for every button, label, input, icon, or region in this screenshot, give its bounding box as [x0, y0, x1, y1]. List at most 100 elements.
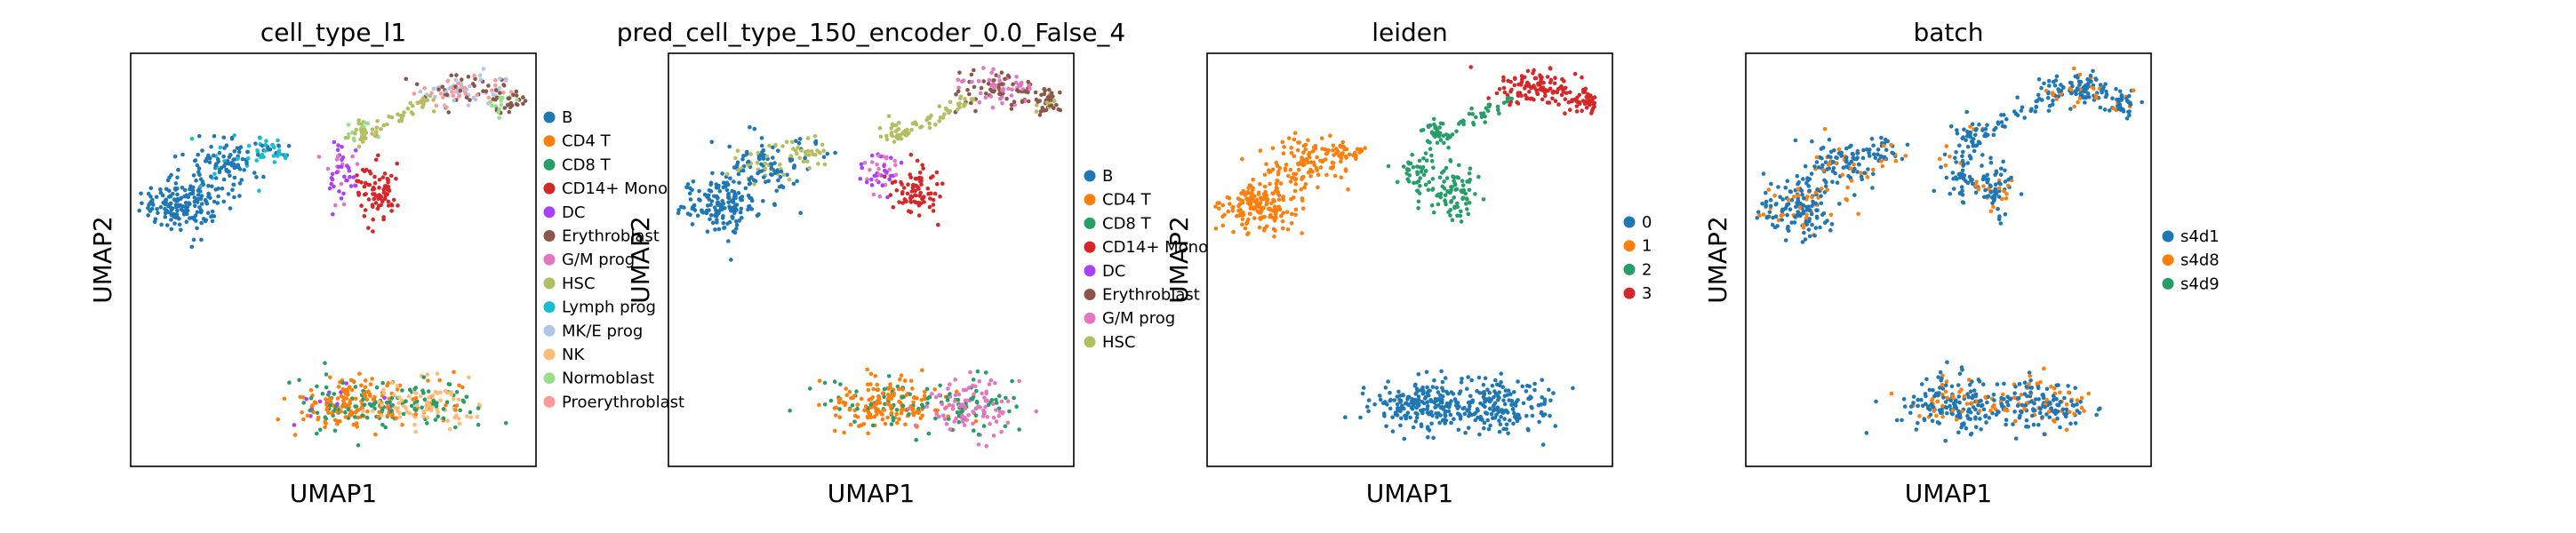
- umap-point: [1988, 409, 1993, 413]
- umap-point: [2066, 384, 2070, 388]
- umap-point: [1559, 86, 1564, 91]
- legend-marker: [1084, 241, 1096, 253]
- umap-point: [1483, 400, 1488, 404]
- umap-point: [1942, 152, 1948, 157]
- umap-point: [236, 165, 241, 170]
- umap-point: [952, 419, 956, 424]
- umap-point: [1996, 186, 2002, 191]
- panel-title: cell_type_l1: [260, 18, 406, 47]
- umap-point: [726, 191, 731, 196]
- umap-point: [286, 144, 292, 148]
- umap-point: [437, 378, 442, 383]
- umap-point: [996, 85, 1001, 91]
- umap-point: [1227, 195, 1232, 201]
- umap-point: [777, 185, 782, 189]
- umap-point: [2059, 89, 2064, 93]
- umap-point: [1792, 220, 1797, 225]
- umap-point: [879, 411, 884, 417]
- umap-point: [1467, 414, 1471, 418]
- umap-point: [2068, 410, 2072, 415]
- umap-point: [2069, 81, 2074, 85]
- umap-point: [796, 140, 802, 146]
- umap-point: [886, 114, 892, 118]
- umap-point: [154, 195, 159, 199]
- umap-point: [1017, 378, 1021, 384]
- umap-point: [345, 178, 349, 183]
- umap-point: [1028, 86, 1032, 91]
- umap-point: [1250, 187, 1255, 193]
- umap-point: [2035, 381, 2040, 386]
- umap-point: [1012, 395, 1016, 401]
- umap-point: [756, 212, 761, 217]
- umap-point: [1957, 400, 1962, 405]
- umap-point: [1516, 82, 1521, 87]
- umap-point: [947, 402, 952, 408]
- umap-point: [931, 209, 936, 213]
- umap-point: [1412, 180, 1416, 186]
- umap-point: [347, 131, 351, 137]
- umap-point: [676, 211, 681, 216]
- umap-point: [1446, 133, 1452, 139]
- umap-point: [1870, 186, 1875, 190]
- legend-label: s4d8: [2180, 251, 2220, 270]
- umap-point: [733, 155, 738, 161]
- umap-point: [355, 425, 360, 429]
- umap-point: [1276, 171, 1281, 177]
- umap-point: [255, 148, 260, 154]
- umap-point: [444, 402, 448, 408]
- umap-point: [880, 417, 885, 422]
- umap-point: [758, 153, 764, 157]
- umap-point: [1525, 96, 1530, 100]
- umap-point: [450, 90, 454, 94]
- umap-point: [308, 408, 313, 413]
- umap-point: [1360, 391, 1365, 396]
- umap-point: [700, 211, 706, 215]
- umap-point: [1334, 147, 1339, 151]
- umap-point: [252, 171, 257, 175]
- umap-point: [168, 201, 173, 206]
- umap-point: [763, 166, 768, 171]
- umap-point: [1973, 425, 1979, 430]
- umap-point: [1240, 222, 1244, 227]
- umap-point: [710, 171, 715, 176]
- legend-marker: [543, 324, 556, 337]
- umap-point: [926, 431, 932, 436]
- umap-point: [947, 110, 951, 115]
- umap-point: [459, 82, 464, 86]
- umap-point: [1840, 172, 1844, 177]
- umap-point: [1426, 187, 1431, 193]
- umap-point: [712, 205, 717, 210]
- umap-point: [740, 215, 744, 220]
- umap-point: [371, 397, 376, 402]
- umap-point: [908, 378, 914, 384]
- umap-point: [769, 162, 773, 166]
- umap-point: [1460, 179, 1465, 183]
- umap-point: [916, 187, 921, 191]
- umap-point: [986, 402, 991, 408]
- umap-point: [400, 423, 404, 427]
- umap-point: [2011, 422, 2015, 426]
- umap-point: [1431, 165, 1436, 171]
- umap-point: [1213, 226, 1219, 231]
- umap-point: [206, 195, 211, 199]
- umap-point: [390, 380, 395, 386]
- axes-frame: [1745, 52, 2152, 467]
- umap-point: [1404, 167, 1410, 172]
- umap-point: [1483, 376, 1488, 381]
- umap-point: [744, 152, 749, 156]
- umap-point: [956, 101, 961, 107]
- umap-point: [1965, 180, 1971, 186]
- legend-label: B: [562, 108, 572, 127]
- umap-point: [401, 113, 405, 118]
- umap-point: [2002, 397, 2006, 402]
- umap-point: [1996, 410, 2000, 414]
- umap-point: [822, 402, 828, 407]
- umap-point: [425, 415, 430, 420]
- umap-point: [1902, 404, 1908, 409]
- umap-point: [452, 396, 456, 402]
- umap-point: [236, 146, 242, 151]
- umap-point: [1436, 402, 1441, 408]
- umap-point: [1459, 380, 1464, 385]
- umap-point: [2083, 100, 2087, 105]
- umap-point: [1933, 391, 1939, 396]
